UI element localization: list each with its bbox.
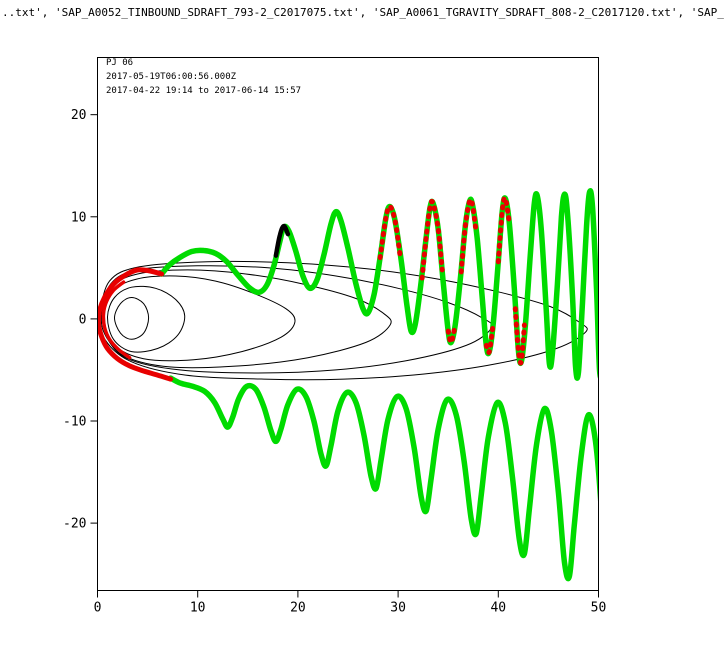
x-tick-label: 10 [190, 601, 206, 616]
annotation-perijove-label: PJ 06 [106, 58, 134, 68]
annotation-time-range: 2017-04-22 19:14 to 2017-06-14 15:57 [106, 86, 302, 96]
trajectory-lower [167, 375, 599, 582]
y-tick-label: 20 [71, 108, 87, 123]
red-dotted-overlay-6 [495, 195, 512, 265]
y-tick-label: -10 [63, 415, 86, 430]
y-tick-label: -20 [63, 517, 86, 532]
x-tick-label: 20 [290, 601, 306, 616]
plot-series-group [97, 188, 599, 582]
magnetosphere-contour-1 [114, 297, 150, 340]
y-tick-label: 10 [71, 210, 87, 225]
annotation-timestamp: 2017-05-19T06:00:56.000Z [106, 72, 237, 82]
axes-frame [97, 57, 599, 591]
annotation-block: PJ 06 2017-05-19T06:00:56.000Z 2017-04-2… [106, 56, 301, 98]
magnetosphere-contour-3 [104, 275, 296, 362]
figure-title: ..txt', 'SAP_A0052_TINBOUND_SDRAFT_793-2… [2, 6, 724, 19]
x-tick-label: 40 [490, 601, 506, 616]
x-tick-label: 50 [591, 601, 607, 616]
magnetosphere-contour-6 [99, 260, 588, 381]
red-dotted-overlay-4 [445, 322, 458, 345]
red-dotted-overlay-1 [377, 204, 403, 261]
magnetosphere-contour-2 [106, 285, 186, 353]
trajectory-black-segment [273, 223, 291, 258]
red-dotted-overlay-7 [512, 306, 527, 366]
magnetosphere-contour-5 [100, 265, 493, 374]
red-dotted-overlay-3 [458, 197, 479, 275]
red-dotted-overlay-5 [483, 320, 496, 355]
x-tick-label: 0 [94, 601, 102, 616]
red-dotted-overlay-2 [419, 198, 445, 281]
perijove-arc-inner [101, 280, 132, 360]
y-tick-label: 0 [79, 312, 87, 327]
x-tick-label: 30 [390, 601, 406, 616]
perijove-arc [97, 267, 174, 382]
